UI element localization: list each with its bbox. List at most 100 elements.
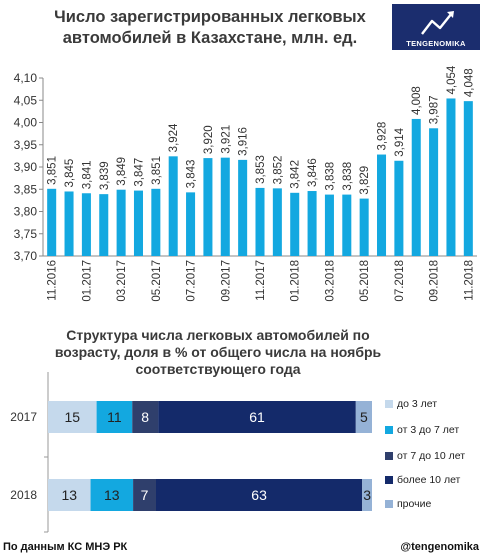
bar-value-label: 3,852: [272, 156, 284, 185]
bar: [377, 154, 387, 256]
x-tick-label: 05.2018: [359, 260, 371, 302]
bar: [151, 188, 161, 256]
bar: [359, 198, 369, 256]
bar-value-label: 3,928: [377, 122, 389, 151]
legend-label: до 3 лет: [397, 398, 438, 410]
bar: [272, 188, 282, 256]
bar-value-label: 3,845: [64, 159, 76, 188]
segment-value-label: 13: [61, 487, 77, 503]
x-tick-label: 09.2017: [220, 260, 232, 302]
bar: [133, 190, 143, 256]
bar: [429, 128, 439, 256]
bar: [47, 188, 57, 256]
segment-value-label: 7: [141, 487, 149, 503]
logo-name: TENGENOMIKA: [406, 39, 466, 48]
bar-value-label: 3,987: [429, 96, 441, 125]
stack-segment: [156, 479, 363, 511]
x-tick-label: 01.2017: [81, 260, 93, 302]
x-tick-label: 01.2018: [290, 260, 302, 302]
bar: [342, 194, 352, 256]
segment-value-label: 5: [360, 409, 368, 425]
x-tick-label: 05.2017: [151, 260, 163, 302]
y-tick-label: 3,85: [14, 182, 38, 196]
bar: [290, 192, 300, 256]
stack-segment: [90, 479, 134, 511]
bar-value-label: 3,853: [255, 155, 267, 184]
bar-value-label: 4,008: [411, 86, 423, 115]
structure-chart-title: Структура числа легковых автомобилей по …: [54, 327, 382, 377]
legend-label: от 3 до 7 лет: [397, 424, 460, 436]
bar-value-label: 3,843: [186, 160, 198, 189]
x-tick-label: 07.2017: [186, 260, 198, 302]
bar-value-label: 3,851: [151, 156, 163, 185]
bar-value-label: 3,841: [81, 160, 93, 189]
bar-value-label: 3,920: [203, 125, 215, 154]
y-tick-label: 4,05: [14, 93, 38, 107]
y-tick-label: 4,10: [14, 71, 38, 85]
stack-segment: [362, 479, 372, 511]
stack-segment: [158, 401, 356, 433]
bar: [446, 98, 456, 256]
segment-value-label: 15: [65, 409, 81, 425]
bar: [220, 157, 230, 256]
bar-value-label: 4,048: [463, 68, 475, 97]
bar: [116, 189, 126, 256]
source-note: По данным КС МНЭ РК: [3, 541, 128, 553]
x-tick-label: 11.2018: [463, 260, 475, 301]
y-tick-label: 3,90: [14, 160, 38, 174]
bar: [307, 191, 317, 256]
tengenomika-logo: TENGENOMIKA: [392, 4, 480, 50]
legend-swatch: [385, 452, 393, 460]
bar: [64, 191, 74, 256]
bar-value-label: 3,842: [290, 160, 302, 189]
legend-swatch: [385, 426, 393, 434]
stack-segment: [355, 401, 372, 433]
bar-value-label: 3,838: [342, 162, 354, 191]
bar-value-label: 3,846: [307, 158, 319, 187]
legend-swatch: [385, 400, 393, 408]
social-handle: @tengenomika: [400, 541, 479, 553]
bar: [324, 194, 334, 256]
bar: [411, 118, 421, 256]
bar-value-label: 3,847: [133, 158, 145, 187]
x-tick-label: 11.2016: [47, 260, 59, 301]
stack-segment: [132, 401, 159, 433]
legend-swatch: [385, 500, 393, 508]
bar: [238, 159, 248, 256]
category-label: 2017: [10, 410, 37, 424]
bar-chart: 3,70 3,75 3,80 3,85 3,90 3,95 4,00 4,05 4,10 3,85…: [14, 65, 477, 302]
stack-segment: [48, 401, 97, 433]
bar: [463, 101, 473, 256]
bar: [81, 193, 91, 256]
category-label: 2018: [10, 488, 37, 502]
legend-label: прочие: [397, 498, 432, 510]
segment-value-label: 13: [104, 487, 120, 503]
bar: [394, 160, 404, 256]
trend-line-icon: [421, 11, 454, 35]
x-tick-label: 03.2018: [324, 260, 336, 302]
bar: [255, 187, 265, 256]
bar-value-label: 3,851: [47, 156, 59, 185]
bar: [186, 192, 196, 256]
bar: [168, 156, 178, 256]
x-tick-label: 07.2018: [394, 260, 406, 302]
segment-value-label: 3: [363, 487, 371, 503]
bar-value-label: 4,054: [446, 65, 458, 94]
bar: [203, 158, 213, 256]
legend-label: более 10 лет: [397, 474, 461, 486]
legend-swatch: [385, 476, 393, 484]
bar-value-label: 3,829: [359, 166, 371, 195]
stack-segment: [133, 479, 156, 511]
x-tick-label: 03.2017: [116, 260, 128, 302]
bar-value-label: 3,914: [394, 127, 406, 156]
y-tick-label: 3,75: [14, 227, 38, 241]
y-tick-label: 3,95: [14, 138, 38, 152]
legend-label: от 7 до 10 лет: [397, 450, 465, 462]
chart-title: Число зарегистрированных легковых автомо…: [54, 8, 366, 47]
segment-value-label: 61: [249, 409, 265, 425]
bar-value-label: 3,839: [99, 161, 111, 190]
bar-value-label: 3,838: [324, 162, 336, 191]
stack-segment: [96, 401, 133, 433]
segment-value-label: 63: [251, 487, 267, 503]
